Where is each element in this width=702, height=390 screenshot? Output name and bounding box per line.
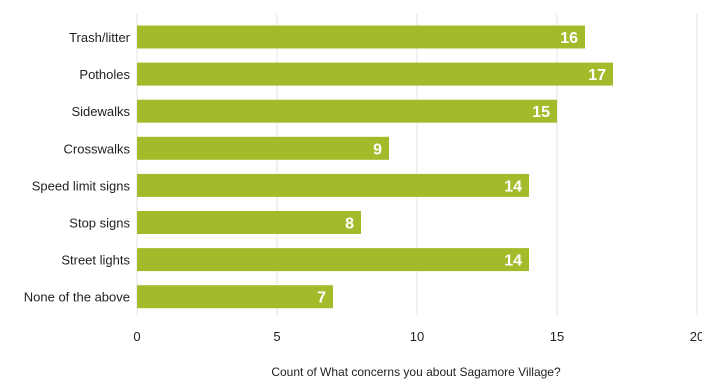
bar — [137, 211, 361, 234]
x-tick-label: 15 — [550, 329, 564, 344]
category-label: Street lights — [61, 253, 130, 268]
category-label: Stop signs — [69, 216, 130, 231]
data-label: 9 — [373, 141, 382, 158]
bar — [137, 136, 389, 160]
category-label: Potholes — [79, 67, 130, 82]
bar — [137, 25, 585, 49]
x-tick-label: 20 — [690, 329, 702, 344]
data-label: 7 — [317, 290, 326, 307]
category-label: Speed limit signs — [32, 178, 131, 193]
bar — [137, 62, 613, 86]
x-tick-label: 5 — [273, 329, 280, 344]
category-label: Sidewalks — [71, 104, 130, 119]
bar — [137, 173, 529, 197]
category-label: Crosswalks — [64, 141, 131, 156]
data-label: 14 — [504, 253, 522, 270]
data-label: 15 — [532, 104, 550, 121]
x-tick-labels: 0 5 10 15 20 — [133, 329, 702, 344]
data-label: 16 — [560, 30, 578, 47]
category-label: None of the above — [24, 290, 130, 305]
bar — [137, 248, 529, 272]
data-label: 17 — [588, 67, 606, 84]
category-labels: Trash/litter Potholes Sidewalks Crosswalks S… — [24, 30, 131, 305]
data-label: 8 — [345, 216, 354, 233]
x-tick-label: 10 — [410, 329, 424, 344]
bar — [137, 285, 333, 309]
bars: 16 17 15 9 14 8 14 7 — [137, 25, 613, 309]
x-axis-title: Count of What concerns you about Sagamor… — [271, 365, 561, 379]
bar — [137, 99, 557, 123]
data-label: 14 — [504, 178, 522, 195]
category-label: Trash/litter — [69, 30, 131, 45]
x-tick-label: 0 — [133, 329, 140, 344]
